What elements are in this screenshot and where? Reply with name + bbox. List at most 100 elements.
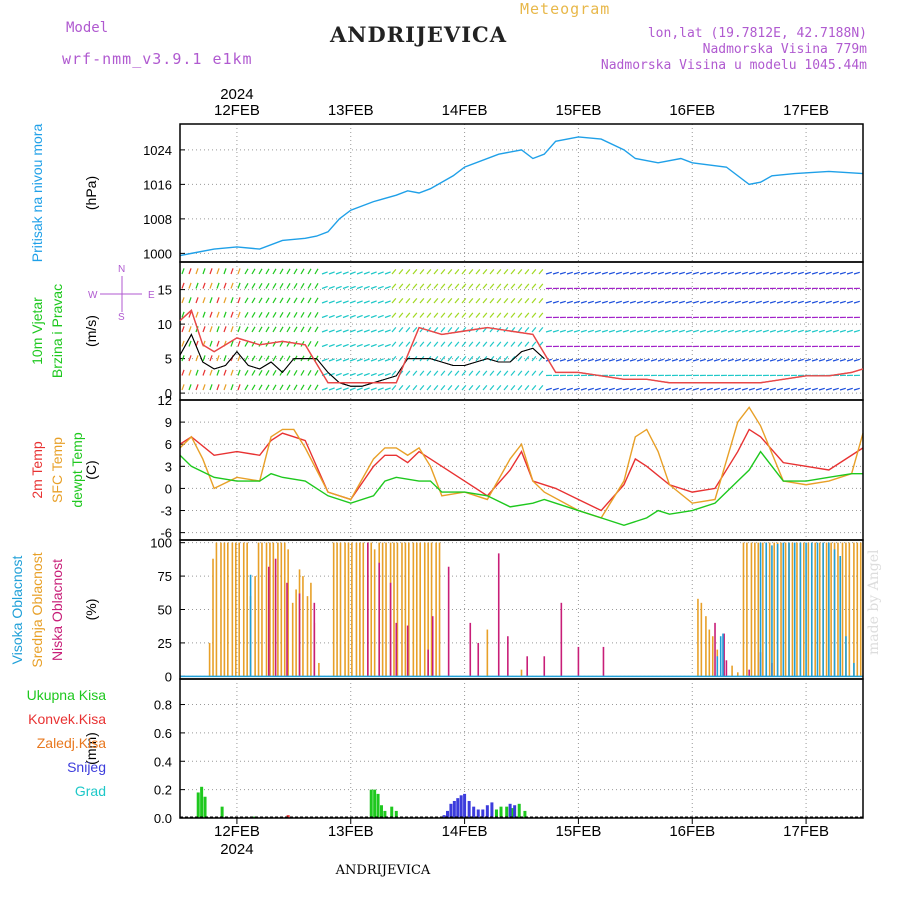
wind-barb [797,329,804,333]
dewpt-title: dewpt Temp [69,432,85,507]
precip-bar [508,803,512,818]
wind-barb [531,283,537,289]
wind-barb [377,329,384,333]
wind-barb [762,358,769,362]
wind-barb [825,329,832,333]
wind-barb [321,300,328,304]
y-tick-label: 50 [158,603,172,618]
wind-barb [356,343,363,348]
wind-barb [419,385,425,391]
wind-barb [209,326,213,333]
wind-barb [398,312,404,318]
wind-barb [594,329,601,333]
wind-barb [426,269,432,275]
wind-barb [643,300,650,304]
wind-barb [748,358,755,362]
wind-title-2: Brzina i Pravac [49,284,65,378]
wind-barb [314,384,319,391]
panel-2: 0 5 10 15 (m/s) [83,261,864,401]
wind-barb [699,300,706,304]
wind-barb [531,341,537,347]
wind-barb [279,326,284,333]
wind-barb [531,385,537,391]
wind-barb [720,300,727,304]
wind-barb [440,269,446,275]
wind-barb [622,387,629,391]
wind-barb [370,358,377,362]
wind-barb [706,300,713,304]
wind-barb [272,370,277,376]
wind-barb [398,283,404,289]
y-tick-label: 0.0 [154,811,172,826]
wind-barb [699,387,706,391]
wind-barb [307,384,312,391]
wind-barb [524,385,530,391]
wind-barb [517,269,523,275]
wind-barb [475,283,481,289]
precip-bar [373,789,377,818]
wind-barb [776,300,783,304]
precip-bar [394,810,398,818]
wind-barb [678,358,685,362]
wind-barb [391,385,397,391]
wind-barb [503,269,509,275]
wind-barb [321,271,328,275]
wind-barb [482,385,488,391]
wind-barb [657,300,664,304]
wind-barb [517,283,523,289]
wind-barb [706,387,713,391]
wind-barb [804,387,811,391]
precip-bar [517,803,521,818]
wind-barb [265,384,270,391]
wind-barb [853,358,860,362]
wind-barb [720,329,727,333]
wind-barb [216,282,220,289]
wind-barb [286,312,291,318]
wind-barb [321,387,328,391]
wind-barb [265,312,270,318]
wind-barb [188,326,192,333]
wind-barb [755,387,762,391]
wind-barb [272,268,277,275]
wind-barb [510,269,516,275]
wind-barb [566,300,573,304]
wind-barb [538,283,544,289]
wind-barb [797,358,804,362]
wind-barb [615,329,622,333]
temp-2m-title: 2m Temp [29,441,45,499]
wind-barb [706,329,713,333]
wind-barb [202,384,206,391]
wind-barb [286,355,291,362]
wind-barb [580,387,587,391]
wind-barb [818,271,825,275]
precip-bar [196,792,200,818]
y-tick-label: 5 [165,352,172,367]
wind-barb [489,269,495,275]
wind-barb [769,387,776,391]
wind-barb [335,271,342,275]
wind-barb [496,312,502,318]
wind-barb [426,327,432,333]
wind-barb [286,384,291,391]
wind-barb [489,298,495,304]
wind-barb [335,358,342,362]
wind-barb [468,283,474,289]
wind-barb [223,369,227,376]
cloud-mid-title: Srednja Oblacnost [29,552,45,667]
wind-barb [440,298,446,304]
wind-barb [433,312,439,318]
wind-barb [384,300,391,304]
y-tick-label: 0 [165,669,172,684]
x-tick-label-bottom: 15FEB [555,823,601,840]
wind-barb [370,343,377,348]
x-tick-label-top: 13FEB [328,102,374,119]
wind-barb [538,298,544,304]
wind-barb [447,385,453,391]
wind-barb [748,271,755,275]
wind-barb [258,355,263,362]
wind-barb [342,329,349,333]
wind-barb [209,384,213,391]
wind-barb [580,329,587,333]
wind-barb [566,358,573,362]
wind-barb [209,297,213,304]
